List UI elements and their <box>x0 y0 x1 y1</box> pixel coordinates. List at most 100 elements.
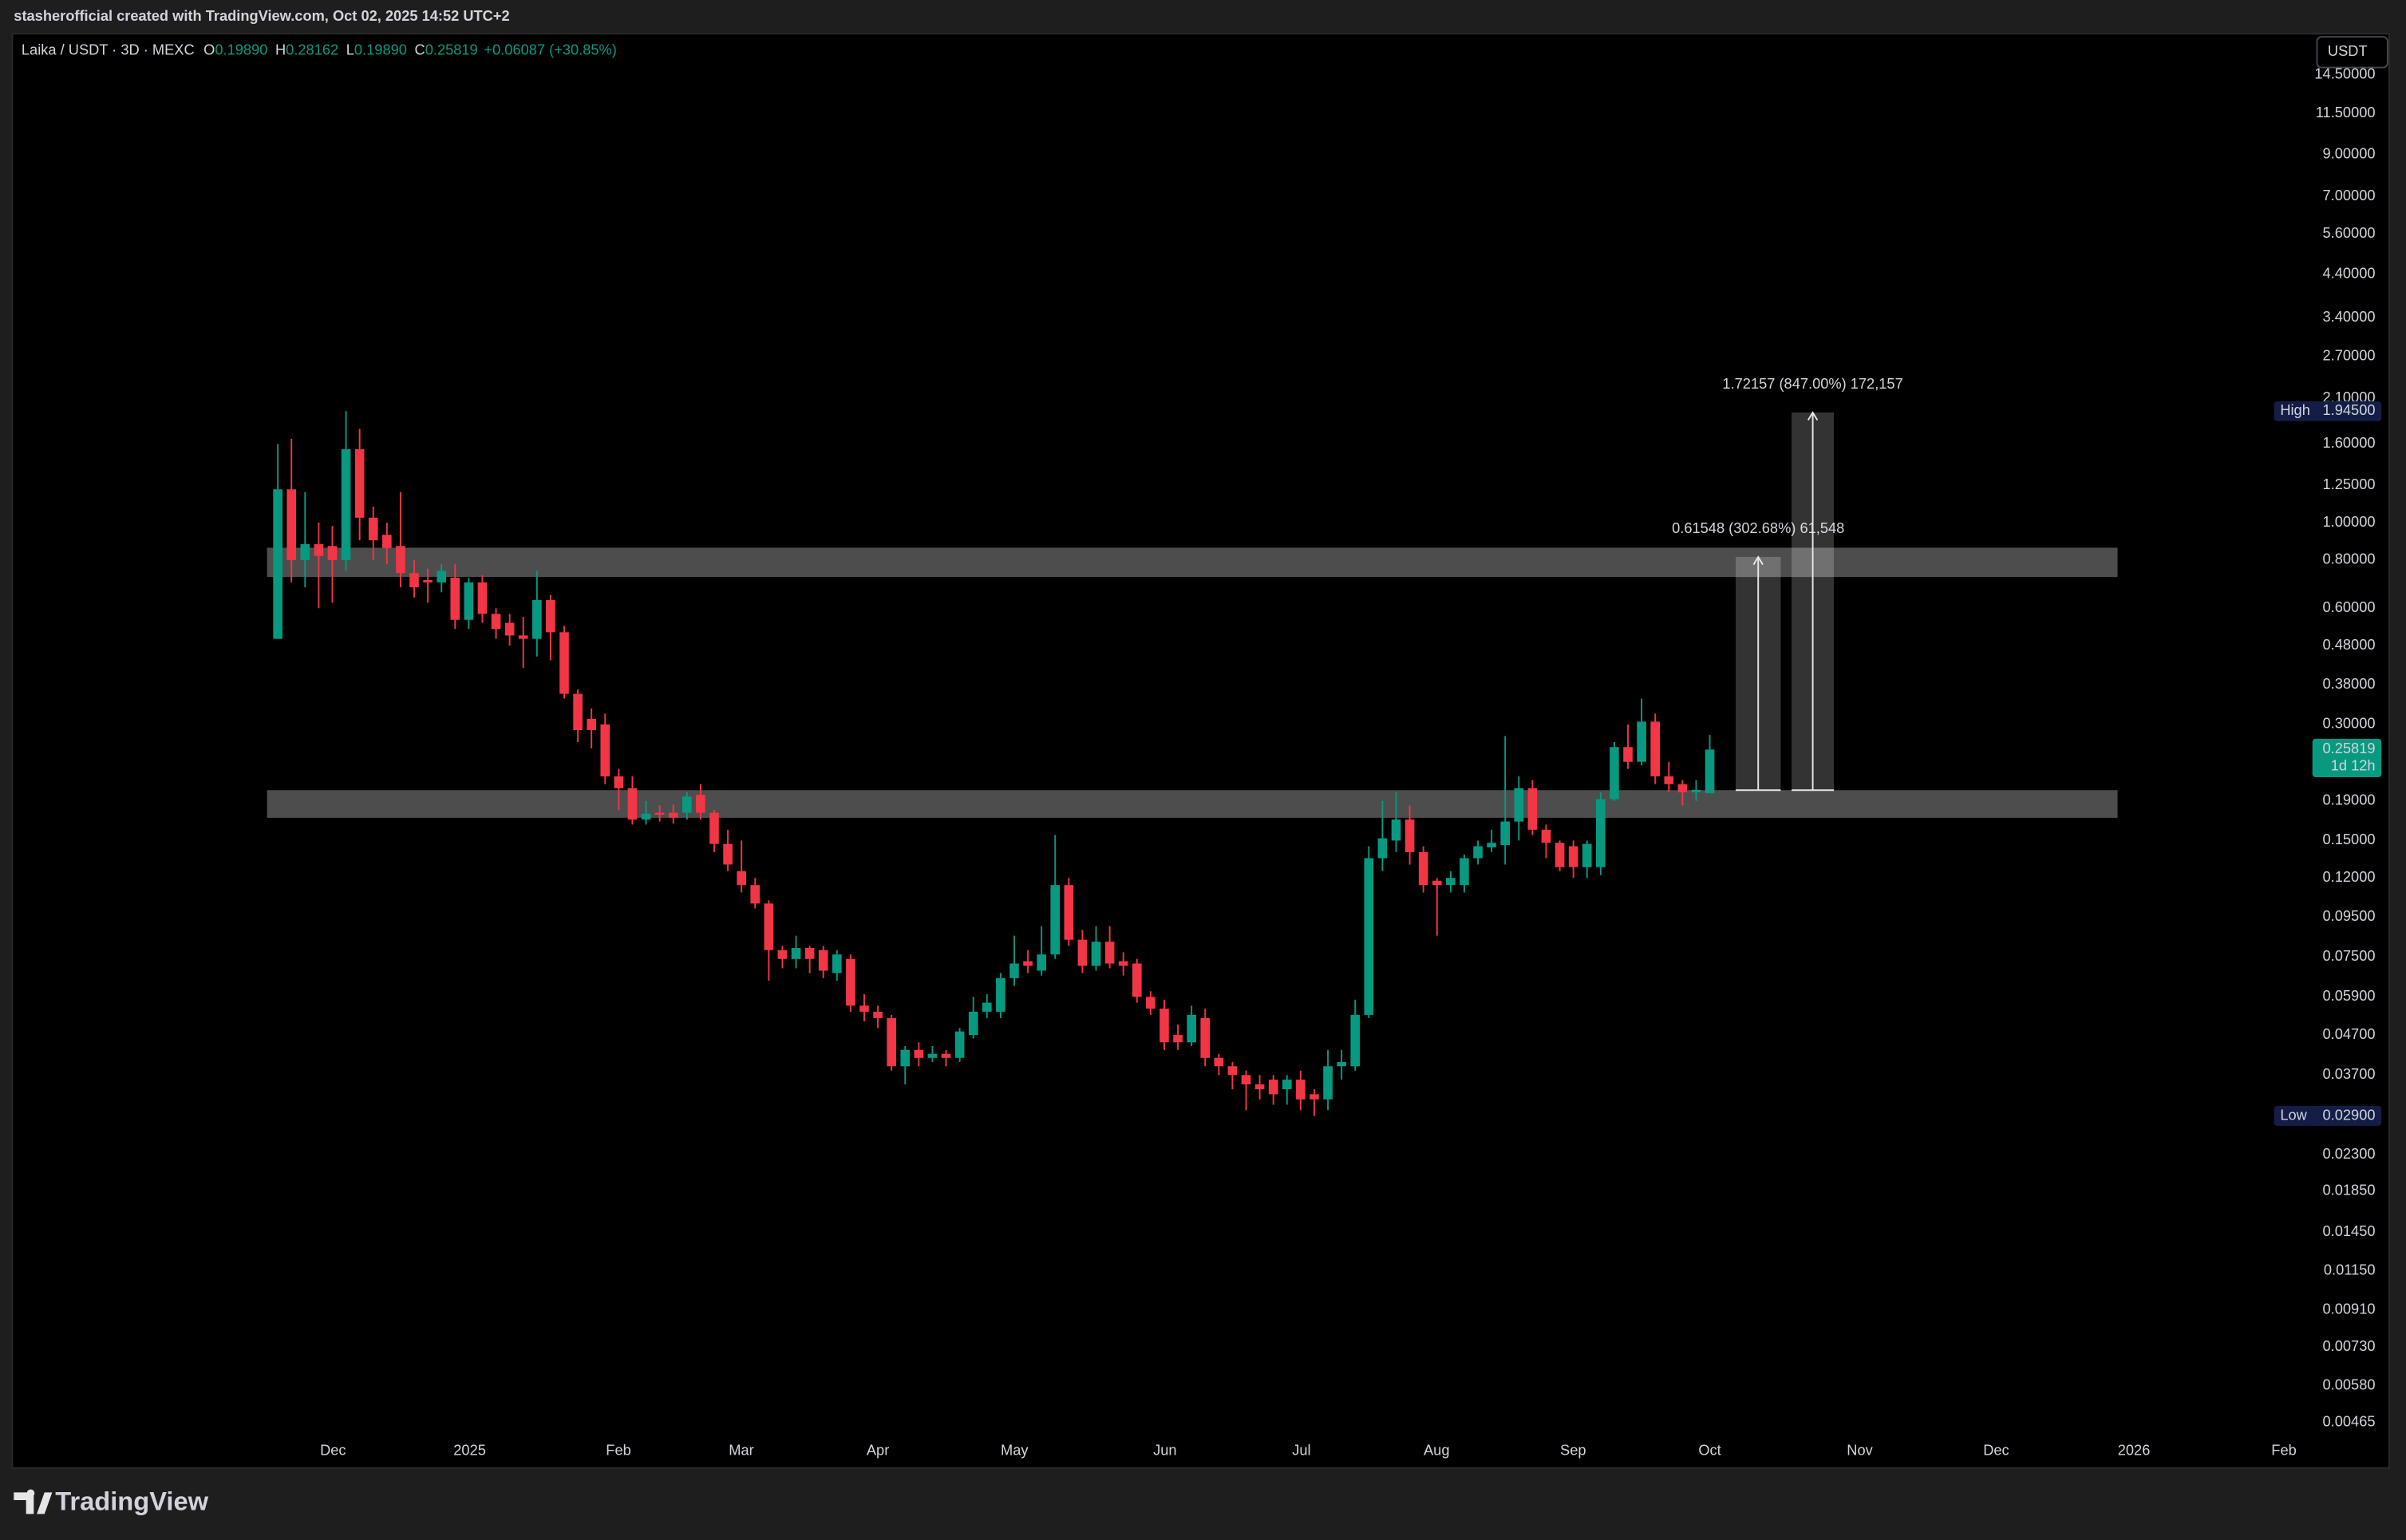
candle-body <box>1610 747 1619 800</box>
y-tick-label: 11.50000 <box>2316 104 2376 120</box>
y-tick-label: 0.00910 <box>2323 1301 2376 1317</box>
y-tick-label: 5.60000 <box>2323 224 2376 241</box>
candle-body <box>1187 1014 1196 1043</box>
y-tick-label: 0.15000 <box>2323 831 2376 847</box>
candle-body <box>1650 721 1661 776</box>
x-tick-label: Feb <box>606 1441 630 1458</box>
candle-body <box>1268 1080 1278 1095</box>
zone <box>267 790 2118 818</box>
candle-body <box>887 1017 896 1067</box>
candle-body <box>1404 819 1415 852</box>
candle-body <box>1050 885 1061 955</box>
measure-label: 1.72157 (847.00%) 172,157 <box>1722 375 1902 392</box>
candle-body <box>1432 880 1442 886</box>
candle-body <box>1009 963 1019 978</box>
y-tick-label: 4.40000 <box>2323 265 2376 282</box>
badge-value: 1.94500 <box>2323 401 2376 418</box>
ohlc-key: H <box>275 41 286 57</box>
badge-label: Low <box>2280 1106 2307 1123</box>
candle-body <box>341 448 351 560</box>
candle-body <box>982 1002 992 1012</box>
candle-body <box>423 579 433 582</box>
y-tick-label: 0.05900 <box>2323 987 2376 1004</box>
ohlc-value: 0.28162 <box>286 41 338 57</box>
currency-label[interactable]: USDT <box>2328 42 2368 59</box>
candle-body <box>587 718 596 730</box>
candle-body <box>1500 821 1511 846</box>
time-axis: Dec 2025 Feb Mar Apr May Jun Jul Aug Sep Oct Nov Dec… <box>320 1441 2297 1458</box>
currency-button-frame[interactable] <box>2316 36 2388 69</box>
candle-body <box>573 693 583 730</box>
candle-body <box>818 950 828 971</box>
candle-body <box>396 546 405 574</box>
candle-body <box>832 954 842 973</box>
candle-body <box>1487 843 1496 847</box>
candle-body <box>1623 747 1633 762</box>
candle-body <box>996 977 1005 1012</box>
candle-body <box>1227 1066 1238 1076</box>
candle-body <box>300 543 310 560</box>
candle-body <box>546 600 555 633</box>
candle-body <box>1582 843 1592 867</box>
x-tick-label: Mar <box>729 1441 753 1458</box>
candle-body <box>1118 961 1128 966</box>
candle-body <box>1132 963 1142 997</box>
y-tick-label: 2.70000 <box>2323 346 2376 363</box>
currency-button[interactable]: USDT <box>2316 36 2388 69</box>
candle-body <box>1541 829 1551 843</box>
candle-body <box>846 958 855 1006</box>
y-tick-label: 0.00465 <box>2323 1413 2376 1430</box>
candle-body <box>1296 1080 1306 1100</box>
ohlc-value: 0.19890 <box>354 41 407 57</box>
brand-logo[interactable] <box>14 1489 53 1514</box>
candle-body <box>559 632 569 694</box>
candle-body <box>900 1049 911 1067</box>
y-tick-label: 0.01450 <box>2323 1222 2376 1239</box>
measure: 1.72157 (847.00%) 172,157 <box>1722 375 1903 792</box>
brand[interactable]: TradingView <box>14 1486 209 1515</box>
candle-body <box>382 535 392 548</box>
x-tick-label: Jul <box>1292 1441 1310 1458</box>
candle-body <box>409 573 419 587</box>
candle-body <box>1637 721 1646 762</box>
y-tick-label: 0.07500 <box>2323 947 2376 964</box>
badge-label: High <box>2280 401 2310 418</box>
y-tick-label: 1.25000 <box>2323 476 2376 492</box>
x-tick-label: Jun <box>1153 1441 1176 1458</box>
x-tick-label: Aug <box>1424 1441 1449 1458</box>
candle-body <box>1037 954 1046 971</box>
candle-body <box>1460 858 1469 886</box>
candles <box>273 411 1715 1116</box>
candle-body <box>1104 942 1115 964</box>
candle-body <box>1241 1075 1251 1085</box>
y-tick-label: 0.01150 <box>2324 1262 2376 1278</box>
y-tick-label: 0.48000 <box>2323 636 2376 653</box>
candle-body <box>654 812 665 815</box>
price-badge: High 1.94500 <box>2274 401 2382 421</box>
candle-body <box>450 577 460 620</box>
chart-panel <box>11 33 2390 1469</box>
y-tick-label: 1.60000 <box>2323 434 2376 451</box>
x-tick-label: May <box>1001 1441 1029 1458</box>
candle-body <box>1173 1035 1183 1043</box>
y-tick-label: 2.10000 <box>2323 389 2376 405</box>
x-tick-label: 2025 <box>453 1441 486 1458</box>
candle-body <box>1077 939 1088 966</box>
ohlc-value: 0.19890 <box>215 41 267 57</box>
y-tick-label: 0.01850 <box>2323 1182 2376 1198</box>
candle-body <box>600 724 610 776</box>
zones <box>267 547 2118 818</box>
candle-body <box>927 1053 938 1058</box>
measure-arrowhead <box>1752 555 1764 566</box>
candle-body <box>1691 789 1701 792</box>
price-badge: Low 0.02900 <box>2274 1105 2382 1126</box>
brand-name[interactable]: TradingView <box>55 1486 208 1515</box>
candle-body <box>859 1005 869 1012</box>
candle-body <box>1596 799 1606 867</box>
y-tick-label: 0.00730 <box>2323 1337 2376 1354</box>
candle-body <box>1310 1094 1319 1100</box>
last-price-countdown: 1d 12h <box>2331 756 2376 773</box>
candle-body <box>354 448 365 518</box>
